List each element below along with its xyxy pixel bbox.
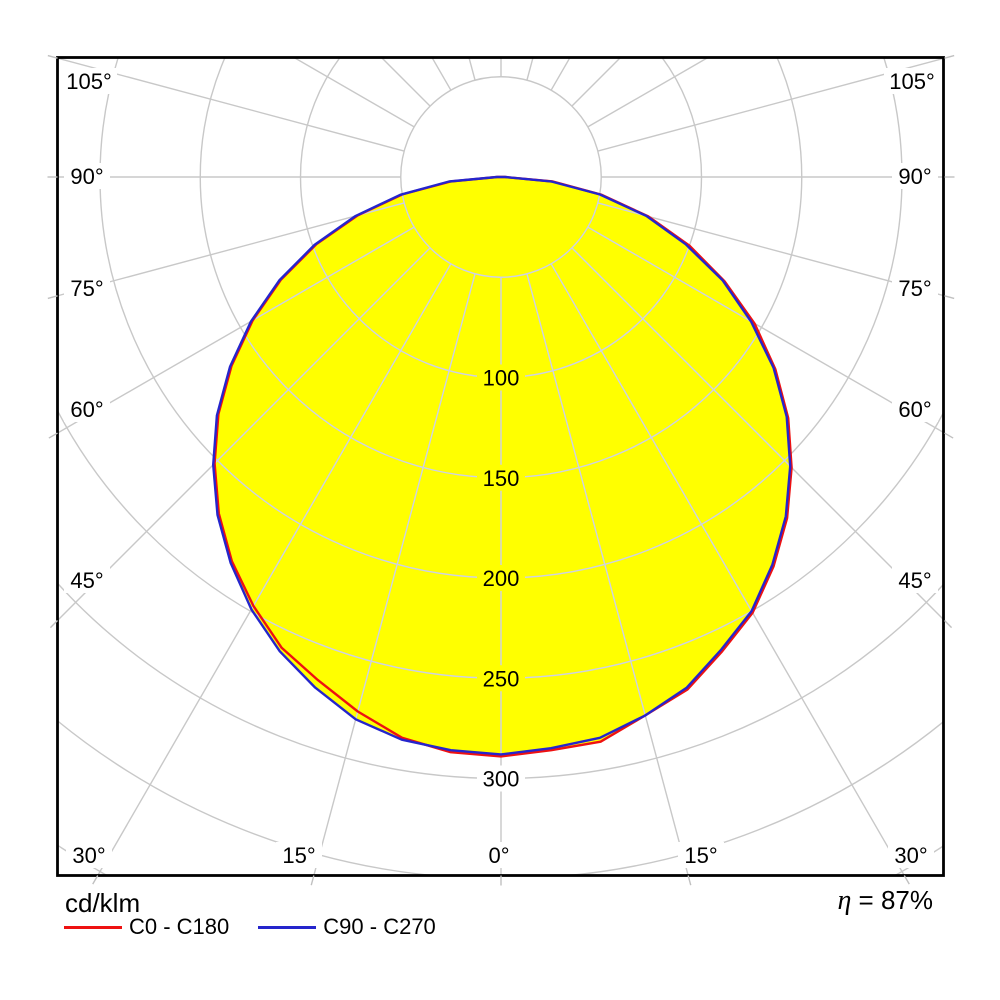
axis-label: 90°	[64, 163, 110, 189]
svg-text:60°: 60°	[70, 397, 103, 422]
axis-label: 15°	[276, 842, 322, 868]
svg-text:250: 250	[483, 666, 520, 691]
svg-text:60°: 60°	[898, 397, 931, 422]
axis-label: 30°	[66, 842, 112, 868]
svg-text:0°: 0°	[488, 843, 509, 868]
svg-text:90°: 90°	[898, 164, 931, 189]
axis-label: 200	[477, 565, 525, 591]
axis-label: 60°	[64, 396, 110, 422]
legend-item-c90-c270: C90 - C270	[258, 914, 436, 940]
axis-label: 30°	[888, 842, 934, 868]
ring-value-labels: 100 150 200 250 300	[477, 364, 525, 792]
axis-ticks	[47, 54, 955, 886]
svg-text:45°: 45°	[898, 568, 931, 593]
axis-label: 45°	[64, 567, 110, 593]
axis-label: 75°	[64, 275, 110, 301]
svg-text:15°: 15°	[684, 843, 717, 868]
legend-item-c0-c180: C0 - C180	[64, 914, 229, 940]
c90-c270-curve	[212, 175, 792, 756]
angle-labels: 105° 105° 90° 90° 75° 75° 60° 60° 45° 45° 30° 15° 0°…	[61, 68, 940, 868]
legend: C0 - C180 C90 - C270	[64, 914, 436, 940]
axis-label: 250	[477, 665, 525, 692]
efficiency-value: η = 87%	[837, 885, 933, 917]
eta-symbol: η	[837, 885, 852, 916]
axis-label: 75°	[892, 275, 938, 301]
svg-text:75°: 75°	[898, 276, 931, 301]
svg-text:300: 300	[483, 767, 520, 792]
svg-text:100: 100	[483, 366, 520, 391]
axis-label: 300	[477, 765, 525, 792]
svg-text:45°: 45°	[70, 568, 103, 593]
svg-text:75°: 75°	[70, 276, 103, 301]
c90-c270-line-swatch	[258, 925, 317, 929]
axis-label: 100	[477, 364, 525, 391]
axis-label: 60°	[892, 396, 938, 422]
axis-label: 150	[477, 464, 525, 491]
axis-label: 45°	[892, 567, 938, 593]
svg-text:30°: 30°	[894, 843, 927, 868]
legend-label-c0-c180: C0 - C180	[129, 914, 230, 939]
svg-text:15°: 15°	[282, 843, 315, 868]
svg-text:200: 200	[483, 566, 520, 591]
axis-label: 15°	[678, 842, 724, 868]
legend-label-c90-c270: C90 - C270	[323, 914, 436, 939]
unit-label: cd/klm	[65, 888, 141, 918]
c0-c180-line-swatch	[64, 925, 122, 929]
axis-label: 0°	[482, 842, 516, 868]
eta-text: = 87%	[851, 885, 933, 915]
svg-text:105°: 105°	[66, 69, 112, 94]
svg-text:90°: 90°	[70, 164, 103, 189]
axis-label: 105°	[884, 68, 940, 94]
svg-text:150: 150	[483, 466, 520, 491]
svg-text:30°: 30°	[72, 843, 105, 868]
svg-text:105°: 105°	[889, 69, 935, 94]
axis-label: 105°	[61, 68, 117, 94]
axis-label: 90°	[892, 163, 938, 189]
